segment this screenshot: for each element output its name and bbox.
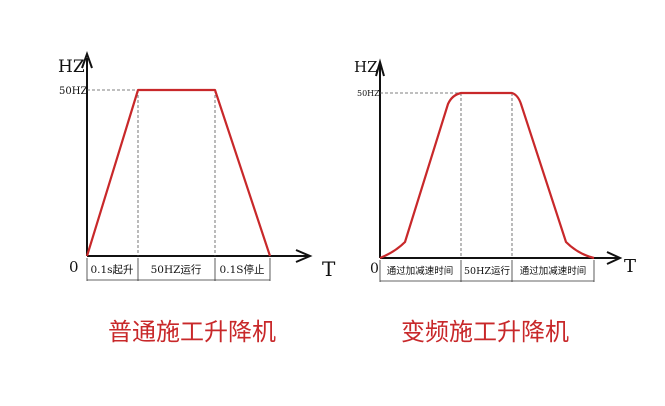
- right-y-label: HZ: [354, 58, 378, 76]
- right-segment-label: 通过加减速时间: [520, 265, 587, 277]
- right-segment-label: 通过加减速时间: [387, 265, 454, 277]
- right-origin-label: 0: [370, 261, 379, 277]
- right-x-arrow-icon: [606, 251, 623, 265]
- left-origin-label: 0: [69, 258, 79, 276]
- left-title: 普通施工升降机: [108, 318, 276, 346]
- left-segment-label: 50HZ运行: [151, 263, 202, 276]
- left-y-label: HZ: [58, 57, 85, 77]
- right-chart: HZ T 0 50HZ 通过加减速时间 50HZ运行 通过加减速时间 变频施工升…: [354, 58, 636, 346]
- right-speed-curve: [379, 91, 595, 260]
- left-segment-label: 0.1S停止: [220, 263, 265, 276]
- right-y-arrow-icon: [375, 58, 385, 77]
- left-level-label: 50HZ: [59, 86, 87, 97]
- right-segment-label: 50HZ运行: [464, 265, 510, 277]
- left-x-arrow-icon: [295, 249, 313, 263]
- left-y-arrow-icon: [81, 51, 93, 69]
- right-title: 变频施工升降机: [401, 318, 569, 346]
- right-x-label: T: [624, 256, 636, 277]
- left-x-label: T: [322, 257, 336, 281]
- right-level-label: 50HZ: [357, 89, 380, 98]
- left-chart: HZ T 0 50HZ 0.1s起升 50HZ运行 0.1S停止 普通施工升降机: [58, 51, 336, 346]
- left-segment-label: 0.1s起升: [90, 264, 133, 276]
- left-speed-curve: [85, 88, 272, 257]
